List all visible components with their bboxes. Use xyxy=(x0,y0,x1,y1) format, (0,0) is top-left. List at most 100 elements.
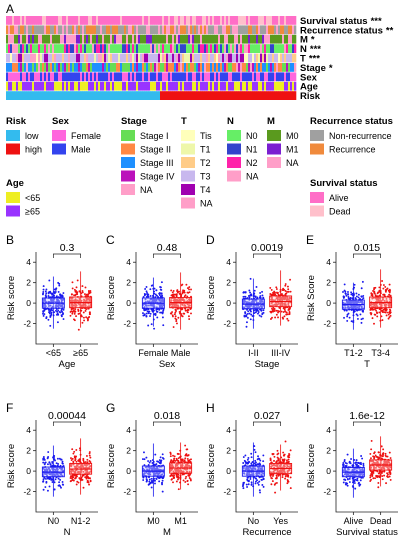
data-point xyxy=(252,485,255,488)
legend-item-label: N2 xyxy=(246,158,258,168)
heatmap-cell xyxy=(186,81,189,91)
heatmap-cell xyxy=(196,25,199,35)
heatmap-cell xyxy=(238,25,241,35)
data-point xyxy=(255,309,258,312)
data-point xyxy=(160,459,163,462)
data-point xyxy=(79,479,82,482)
heatmap-cell xyxy=(118,53,121,63)
data-point xyxy=(178,299,181,302)
heatmap-cell xyxy=(212,63,215,72)
heatmap-cell xyxy=(280,16,283,25)
box-group-1 xyxy=(169,442,193,491)
data-point xyxy=(84,286,87,289)
panel-label: B xyxy=(6,233,14,247)
data-point xyxy=(186,303,189,306)
heatmap-cell xyxy=(142,16,145,25)
data-point xyxy=(86,461,89,464)
legend-recurrence: Recurrence statusNon-recurrenceRecurrenc… xyxy=(310,116,393,155)
heatmap-cell xyxy=(252,16,255,25)
heatmap-cell xyxy=(148,25,151,35)
data-point xyxy=(286,296,289,298)
data-point xyxy=(158,462,161,464)
box-group-1 xyxy=(269,270,293,326)
heatmap-cell xyxy=(260,91,263,100)
data-point xyxy=(259,292,262,294)
heatmap-cell xyxy=(76,53,79,63)
heatmap-cell xyxy=(256,25,259,35)
data-point xyxy=(254,296,257,298)
heatmap-cell xyxy=(244,16,247,25)
data-point xyxy=(187,454,189,457)
heatmap-cell xyxy=(250,44,253,53)
heatmap-cell xyxy=(94,16,97,25)
data-point xyxy=(362,297,365,300)
significance-bracket xyxy=(353,421,381,426)
heatmap-cell xyxy=(112,63,115,72)
heatmap-cell xyxy=(270,44,273,53)
heatmap-cell xyxy=(294,16,297,25)
data-point xyxy=(44,303,47,306)
heatmap-cell xyxy=(212,44,215,53)
heatmap-cell xyxy=(42,72,45,82)
data-point xyxy=(251,461,254,464)
data-point xyxy=(353,283,356,286)
heatmap-cell xyxy=(132,81,135,91)
significance-stars: ** xyxy=(386,25,394,36)
data-point xyxy=(362,462,365,465)
x-axis-label: Survival status xyxy=(336,527,398,538)
heatmap-cell xyxy=(182,53,185,63)
heatmap-cell xyxy=(158,25,161,35)
box-group-1 xyxy=(269,440,293,494)
heatmap-cell xyxy=(154,44,157,53)
heatmap-cell xyxy=(198,91,201,100)
legend-swatch xyxy=(121,157,135,168)
data-point xyxy=(78,300,80,303)
data-point xyxy=(70,293,73,296)
heatmap-cell xyxy=(36,81,39,91)
data-point xyxy=(55,295,58,298)
heatmap-cell xyxy=(124,72,127,82)
data-point xyxy=(274,316,277,319)
heatmap-cell xyxy=(286,63,289,72)
heatmap-cell xyxy=(14,72,17,82)
data-point xyxy=(46,477,49,480)
x-axis-label: N xyxy=(64,527,71,538)
data-point xyxy=(255,299,258,302)
heatmap-cell xyxy=(76,34,79,44)
data-point xyxy=(282,289,285,291)
heatmap-cell xyxy=(76,81,79,91)
heatmap-cell xyxy=(16,91,19,100)
data-point xyxy=(151,284,154,287)
heatmap-row-n xyxy=(6,44,297,53)
data-point xyxy=(42,456,45,458)
data-point xyxy=(353,305,356,308)
heatmap-cell xyxy=(112,91,115,100)
data-point xyxy=(286,297,289,300)
data-point xyxy=(246,316,249,319)
heatmap-cell xyxy=(134,63,137,72)
heatmap-cell xyxy=(290,25,293,35)
x-axis-label: Sex xyxy=(159,359,176,370)
heatmap-cell xyxy=(28,53,31,63)
heatmap-cell xyxy=(188,25,191,35)
heatmap-cell xyxy=(136,25,139,35)
heatmap-cell xyxy=(110,44,113,53)
heatmap-cell xyxy=(30,16,33,25)
heatmap-cell xyxy=(128,16,131,25)
heatmap-cell xyxy=(236,44,239,53)
heatmap-cell xyxy=(106,53,109,63)
heatmap-cell xyxy=(218,16,221,25)
heatmap-cell xyxy=(144,63,147,72)
data-point xyxy=(389,303,392,306)
data-point xyxy=(190,312,192,315)
heatmap-cell xyxy=(8,16,11,25)
heatmap-cell xyxy=(272,63,275,72)
data-point xyxy=(270,296,273,299)
heatmap-cell xyxy=(158,53,161,63)
y-tick-label: -2 xyxy=(323,319,331,329)
heatmap-cell xyxy=(254,53,257,63)
heatmap-cell xyxy=(248,25,251,35)
heatmap-cell xyxy=(202,34,205,44)
